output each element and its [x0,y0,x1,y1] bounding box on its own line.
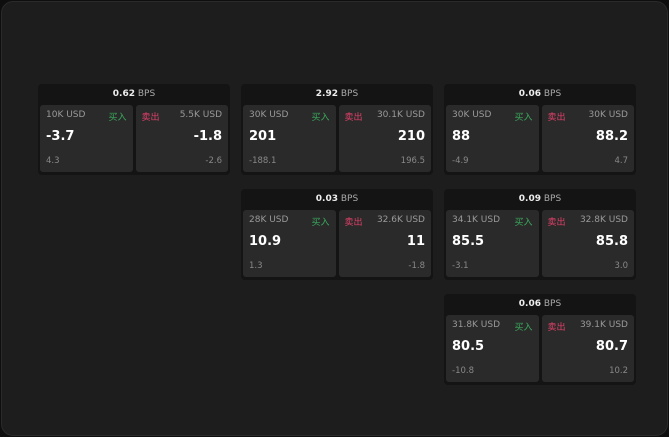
buy-change: -10.8 [452,366,474,376]
quote-card: 0.62 BPS 10K USD 买入 -3.7 4.3 卖出 5.5K USD -… [38,84,230,175]
sell-change: 4.7 [614,156,628,166]
buy-price: 85.5 [452,234,485,249]
bps-value: 0.06 [518,299,541,309]
bps-unit: BPS [137,89,156,99]
sell-change: 196.5 [400,156,425,166]
buy-size: 28K USD [249,215,289,225]
sell-label[interactable]: 卖出 [547,323,566,333]
buy-label[interactable]: 买入 [311,113,330,123]
buy-label[interactable]: 买入 [108,113,127,123]
bps-value: 0.09 [518,194,541,204]
buy-change: -4.9 [452,156,469,166]
bps-value: 0.62 [112,89,135,99]
bps-header: 0.09 BPS [444,189,636,210]
buy-size: 30K USD [452,110,492,120]
bps-unit: BPS [543,299,562,309]
sell-label[interactable]: 卖出 [344,113,363,123]
bps-header: 0.62 BPS [38,84,230,105]
buy-price: 80.5 [452,339,485,354]
buy-label[interactable]: 买入 [311,218,330,228]
buy-price: 201 [249,129,277,144]
sell-price: 85.8 [595,234,628,249]
quote-card: 2.92 BPS 30K USD 买入 201 -188.1 卖出 30.1K US… [241,84,433,175]
buy-size: 30K USD [249,110,289,120]
buy-change: 4.3 [46,156,60,166]
buy-change: -188.1 [249,156,277,166]
bps-unit: BPS [543,89,562,99]
sell-price: -1.8 [193,129,222,144]
sell-panel[interactable]: 卖出 30.1K USD 210 196.5 [338,105,431,172]
buy-price: 88 [452,129,471,144]
bps-header: 0.06 BPS [444,84,636,105]
bps-header: 2.92 BPS [241,84,433,105]
sell-price: 88.2 [595,129,628,144]
sell-change: 3.0 [614,261,628,271]
sell-panel[interactable]: 卖出 32.8K USD 85.8 3.0 [541,210,634,277]
buy-size: 31.8K USD [452,320,501,330]
bps-header: 0.03 BPS [241,189,433,210]
quote-card: 0.03 BPS 28K USD 买入 10.9 1.3 卖出 32.6K USD … [241,189,433,280]
sell-change: 10.2 [609,366,628,376]
buy-label[interactable]: 买入 [514,113,533,123]
buy-panel[interactable]: 10K USD 买入 -3.7 4.3 [40,105,133,172]
buy-panel[interactable]: 30K USD 买入 88 -4.9 [446,105,539,172]
sell-price: 210 [397,129,425,144]
bps-value: 0.03 [315,194,338,204]
buy-label[interactable]: 买入 [514,323,533,333]
bps-value: 0.06 [518,89,541,99]
buy-price: 10.9 [249,234,282,249]
bps-header: 0.06 BPS [444,294,636,315]
quote-card: 0.09 BPS 34.1K USD 买入 85.5 -3.1 卖出 32.8K U… [444,189,636,280]
sell-size: 5.5K USD [179,110,222,120]
sell-price: 80.7 [595,339,628,354]
bps-value: 2.92 [315,89,338,99]
sell-label[interactable]: 卖出 [344,218,363,228]
buy-panel[interactable]: 30K USD 买入 201 -188.1 [243,105,336,172]
quote-card: 0.06 BPS 30K USD 买入 88 -4.9 卖出 30K USD 88.… [444,84,636,175]
buy-price: -3.7 [46,129,75,144]
buy-size: 10K USD [46,110,86,120]
sell-size: 32.8K USD [579,215,628,225]
bps-unit: BPS [340,194,359,204]
sell-size: 32.6K USD [376,215,425,225]
sell-size: 30.1K USD [376,110,425,120]
sell-label[interactable]: 卖出 [141,113,160,123]
buy-change: 1.3 [249,261,263,271]
buy-panel[interactable]: 31.8K USD 买入 80.5 -10.8 [446,315,539,382]
buy-label[interactable]: 买入 [514,218,533,228]
sell-price: 11 [406,234,425,249]
sell-panel[interactable]: 卖出 39.1K USD 80.7 10.2 [541,315,634,382]
sell-change: -2.6 [205,156,222,166]
sell-panel[interactable]: 卖出 30K USD 88.2 4.7 [541,105,634,172]
buy-panel[interactable]: 28K USD 买入 10.9 1.3 [243,210,336,277]
sell-size: 30K USD [588,110,628,120]
sell-label[interactable]: 卖出 [547,113,566,123]
quote-card: 0.06 BPS 31.8K USD 买入 80.5 -10.8 卖出 39.1K … [444,294,636,385]
buy-size: 34.1K USD [452,215,501,225]
sell-size: 39.1K USD [579,320,628,330]
sell-change: -1.8 [408,261,425,271]
sell-panel[interactable]: 卖出 32.6K USD 11 -1.8 [338,210,431,277]
sell-panel[interactable]: 卖出 5.5K USD -1.8 -2.6 [135,105,228,172]
sell-label[interactable]: 卖出 [547,218,566,228]
bps-unit: BPS [543,194,562,204]
buy-change: -3.1 [452,261,469,271]
buy-panel[interactable]: 34.1K USD 买入 85.5 -3.1 [446,210,539,277]
bps-unit: BPS [340,89,359,99]
